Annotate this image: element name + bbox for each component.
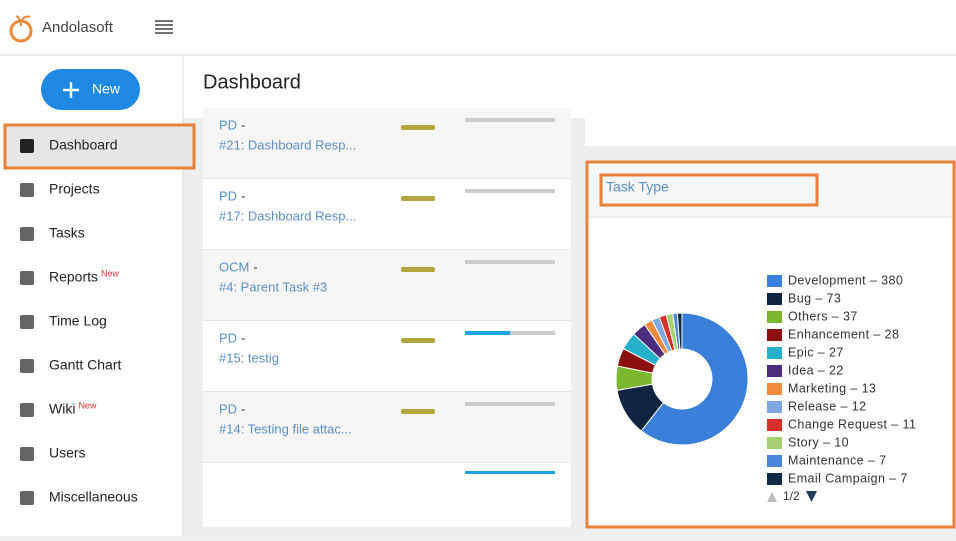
new-button[interactable] [41,69,140,110]
task-title[interactable]: #14: Testing file attac... [219,421,352,436]
active-item-bg [6,126,193,167]
pie-slice[interactable] [676,312,683,350]
legend-swatch[interactable] [767,275,782,287]
menu-label[interactable]: Reports [49,269,98,285]
legend-swatch[interactable] [767,311,782,323]
legend-swatch[interactable] [767,329,782,341]
legend-label[interactable]: Maintenance – 7 [788,453,886,467]
legend-swatch[interactable] [767,455,782,467]
task-project[interactable]: OCM [219,259,249,274]
legend-label[interactable]: Story – 10 [788,435,849,449]
brand: Andolasoft [42,19,114,36]
legend-label[interactable]: Release – 12 [788,399,866,413]
top-bar [0,0,956,55]
page-title: Dashboard [203,71,301,93]
legend-swatch[interactable] [767,473,782,485]
legend-swatch[interactable] [767,365,782,377]
menu-icon[interactable] [20,491,34,505]
legend-label[interactable]: Development – 380 [788,273,903,287]
status-bar [401,125,435,130]
legend-swatch[interactable] [767,437,782,449]
progress-track [465,260,555,264]
menu-label[interactable]: Users [49,445,86,461]
highlight-box [585,160,956,529]
legend-swatch[interactable] [767,419,782,431]
status-bar [401,196,435,201]
task-project[interactable]: PD [219,401,237,416]
legend-label[interactable]: Epic – 27 [788,345,844,359]
card [585,108,956,146]
legend-label[interactable]: Marketing – 13 [788,381,876,395]
legend-label[interactable]: Email Campaign – 7 [788,471,908,485]
menu-icon[interactable] [20,315,34,329]
task-separator: - [241,117,245,132]
highlight-box [599,173,819,207]
menu-label[interactable]: Miscellaneous [49,489,138,505]
legend-label[interactable]: Change Request – 11 [788,417,916,431]
plus-icon [63,82,79,98]
pager-next[interactable] [806,491,817,502]
menu-icon[interactable] [20,227,34,241]
legend-label[interactable]: Others – 37 [788,309,858,323]
menu-badge: New [101,268,120,278]
menu-label[interactable]: Gantt Chart [49,357,121,373]
legend-swatch[interactable] [767,401,782,413]
progress-track [465,402,555,406]
task-title[interactable]: #21: Dashboard Resp... [219,137,356,152]
progress-fill [465,331,510,335]
task-project[interactable]: PD [219,117,237,132]
status-bar [401,338,435,343]
task-project[interactable]: PD [219,188,237,203]
menu-icon[interactable] [20,183,34,197]
menu-icon[interactable] [20,447,34,461]
menu-icon[interactable] [20,359,34,373]
status-bar [401,267,435,272]
page-header [183,56,956,118]
menu-label[interactable]: Tasks [49,225,85,241]
menu-label[interactable]: Wiki [49,401,75,417]
menu-icon[interactable] [20,139,34,153]
pie-slice[interactable] [640,312,749,446]
highlight-box [3,123,196,170]
menu-label[interactable]: Time Log [49,313,107,329]
menu-icon[interactable] [20,271,34,285]
task-separator: - [241,330,245,345]
legend-label[interactable]: Enhancement – 28 [788,327,899,341]
pager: 1/2 [783,489,800,503]
menu-label[interactable]: Projects [49,181,100,197]
task-project[interactable]: PD [219,330,237,345]
legend-label[interactable]: Idea – 22 [788,363,844,377]
status-bar [401,409,435,414]
task-title[interactable]: #4: Parent Task #3 [219,279,327,294]
menu-label[interactable]: Dashboard [49,137,118,153]
new-button-label[interactable]: New [92,81,121,97]
pager-prev[interactable] [767,492,777,502]
task-separator: - [241,401,245,416]
legend-label[interactable]: Bug – 73 [788,291,841,305]
progress-track [465,189,555,193]
progress-track [465,118,555,122]
legend-swatch[interactable] [767,383,782,395]
logo-leaf [15,15,31,27]
menu-toggle[interactable] [155,20,173,34]
legend-swatch[interactable] [767,347,782,359]
menu-icon[interactable] [20,403,34,417]
widget-title: Task Type [606,179,669,195]
task-separator: - [253,259,257,274]
task-title[interactable]: #15: testig [219,350,279,365]
task-separator: - [241,188,245,203]
legend-swatch[interactable] [767,293,782,305]
progress-fill [465,471,555,474]
menu-badge: New [78,400,97,410]
task-title[interactable]: #17: Dashboard Resp... [219,208,356,223]
